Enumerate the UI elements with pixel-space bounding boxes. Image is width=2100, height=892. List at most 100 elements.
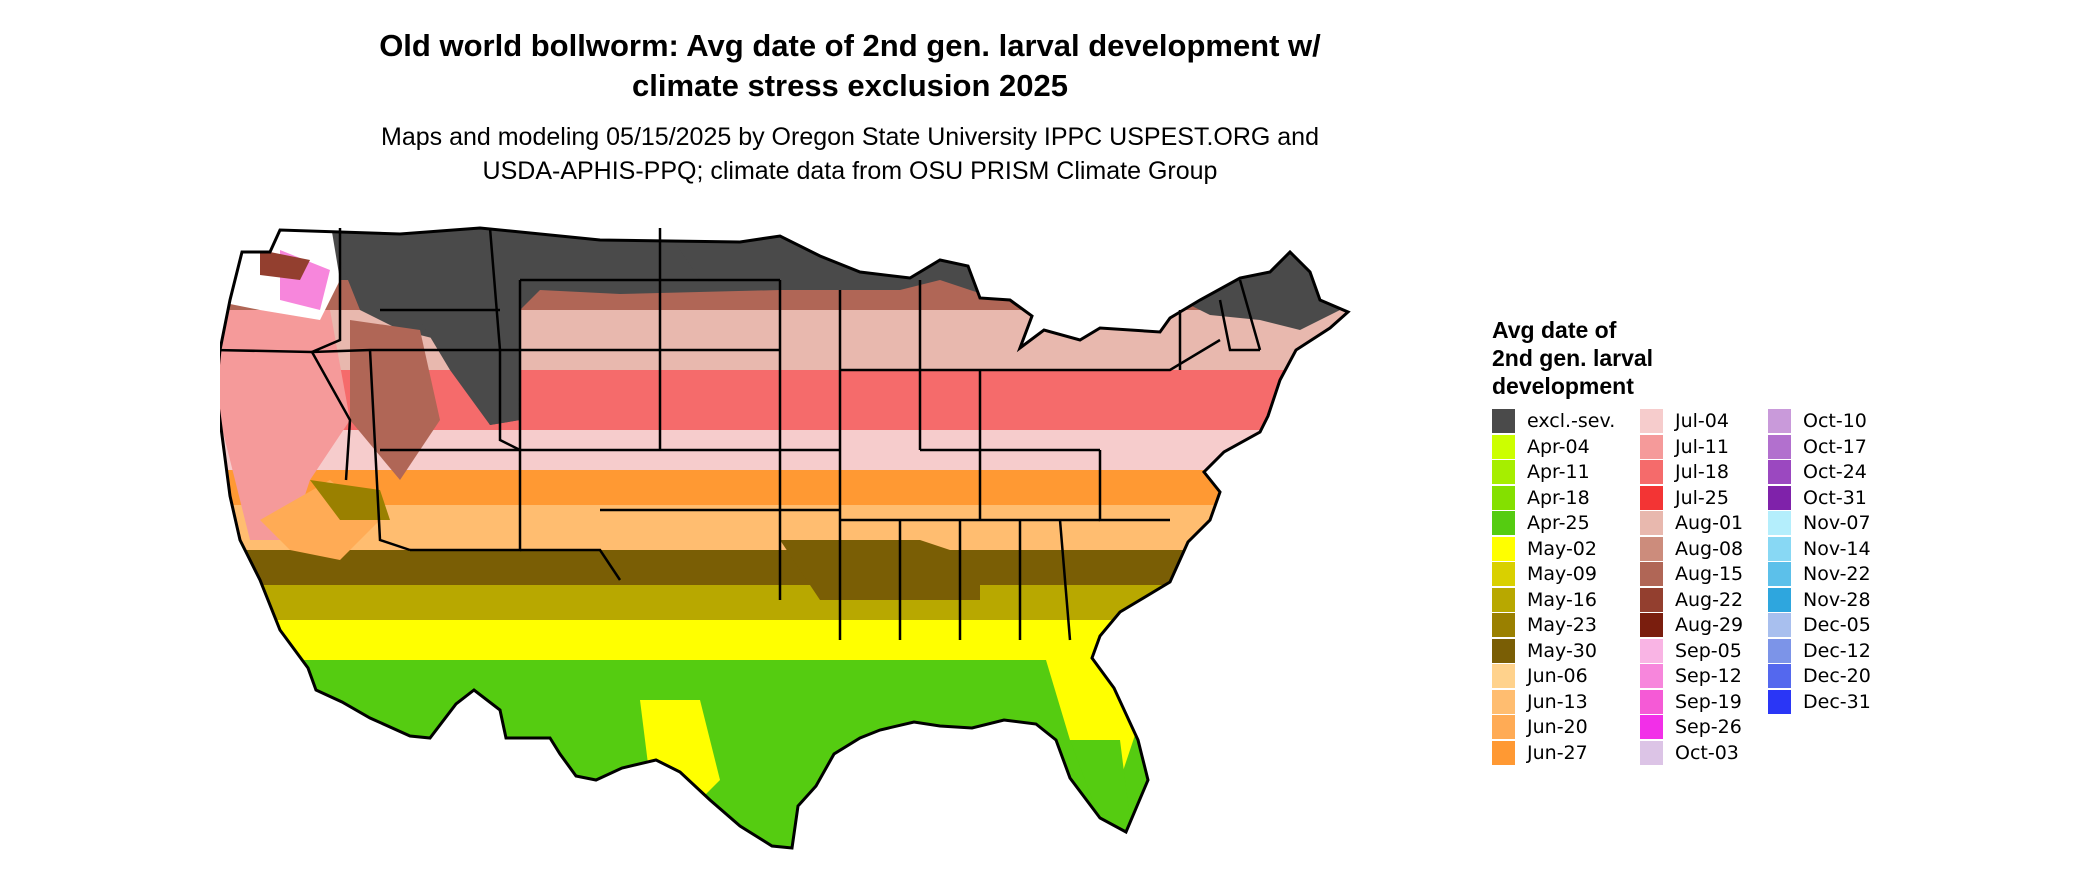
legend-item: Oct-03: [1640, 740, 1785, 765]
legend-item: Sep-12: [1640, 663, 1785, 688]
legend-item: Aug-29: [1640, 612, 1785, 637]
legend-item: Dec-12: [1768, 638, 1913, 663]
legend-item: Dec-05: [1768, 612, 1913, 637]
legend-item: Nov-14: [1768, 536, 1913, 561]
legend-swatch: [1492, 689, 1515, 714]
legend-swatch: [1640, 409, 1663, 433]
legend-swatch: [1640, 536, 1663, 561]
us-map: [220, 226, 1350, 850]
legend-swatch: [1768, 562, 1791, 586]
legend-swatch: [1768, 664, 1791, 688]
legend-label: May-02: [1527, 537, 1597, 560]
legend-item: Jun-27: [1492, 740, 1637, 765]
legend-label: Dec-12: [1803, 639, 1871, 662]
legend-swatch: [1640, 664, 1663, 688]
legend-label: Sep-19: [1675, 690, 1742, 713]
legend-label: Jun-27: [1527, 741, 1588, 764]
legend-swatch: [1640, 740, 1663, 765]
legend-swatch: [1640, 562, 1663, 586]
legend-label: Oct-24: [1803, 461, 1867, 483]
legend-label: Sep-12: [1675, 665, 1742, 687]
legend-label: May-30: [1527, 639, 1597, 662]
legend-label: Jul-18: [1675, 461, 1729, 483]
florida-green: [1070, 740, 1130, 820]
legend-label: Jun-13: [1527, 690, 1588, 713]
legend-label: Dec-31: [1803, 690, 1871, 713]
legend-item: Sep-05: [1640, 638, 1785, 663]
legend-item: Sep-19: [1640, 689, 1785, 714]
legend-swatch: [1768, 485, 1791, 510]
legend-item: Aug-08: [1640, 536, 1785, 561]
legend-swatch: [1768, 511, 1791, 535]
legend-swatch: [1640, 485, 1663, 510]
legend-label: Apr-25: [1527, 512, 1590, 534]
legend-swatch: [1640, 460, 1663, 484]
legend-item: excl.-sev.: [1492, 408, 1637, 433]
legend-label: Sep-26: [1675, 716, 1742, 738]
legend-item: Dec-31: [1768, 689, 1913, 714]
legend-item: Apr-18: [1492, 485, 1637, 510]
map-title-line-2: climate stress exclusion 2025: [632, 68, 1068, 103]
legend-swatch: [1492, 562, 1515, 586]
legend-item: Oct-24: [1768, 459, 1913, 484]
legend-item: May-23: [1492, 612, 1637, 637]
legend-item: Jun-13: [1492, 689, 1637, 714]
legend-label: Oct-17: [1803, 435, 1867, 458]
legend-item: Aug-22: [1640, 587, 1785, 612]
legend-swatch: [1492, 409, 1515, 433]
legend-item: Nov-07: [1768, 510, 1913, 535]
map-title-line-1: Old world bollworm: Avg date of 2nd gen.…: [379, 28, 1321, 63]
legend-label: Apr-04: [1527, 435, 1590, 458]
legend-label: Jun-06: [1527, 665, 1588, 687]
legend-item: Jun-20: [1492, 714, 1637, 739]
legend-item: May-16: [1492, 587, 1637, 612]
legend-label: Oct-31: [1803, 486, 1867, 509]
legend-swatch: [1768, 434, 1791, 459]
state-boundaries: [220, 227, 1262, 641]
legend-item: Jul-11: [1640, 434, 1785, 459]
legend-swatch: [1492, 740, 1515, 765]
legend-item: May-09: [1492, 561, 1637, 586]
legend-swatch: [1768, 638, 1791, 663]
legend-item: Jul-18: [1640, 459, 1785, 484]
legend-title-line-2: 2nd gen. larval: [1492, 345, 1654, 371]
legend-swatch: [1640, 613, 1663, 637]
legend-label: Sep-05: [1675, 639, 1742, 662]
mountain-brown-zone: [350, 320, 440, 480]
legend-label: Aug-29: [1675, 614, 1744, 636]
legend-label: Dec-05: [1803, 614, 1871, 636]
legend-item: Jul-04: [1640, 408, 1785, 433]
legend-item: Dec-20: [1768, 663, 1913, 688]
legend-label: Oct-10: [1803, 410, 1867, 432]
legend-label: May-16: [1527, 588, 1597, 611]
legend-label: Nov-07: [1803, 512, 1871, 534]
legend-item: Nov-22: [1768, 561, 1913, 586]
legend-swatch: [1492, 638, 1515, 663]
legend-item: Oct-31: [1768, 485, 1913, 510]
legend-item: Jul-25: [1640, 485, 1785, 510]
legend-swatch: [1640, 638, 1663, 663]
legend-label: Aug-08: [1675, 537, 1744, 560]
band-apr: [220, 660, 1348, 848]
southeast-olive: [780, 540, 980, 600]
legend-swatch: [1492, 587, 1515, 612]
legend-label: May-09: [1527, 563, 1597, 585]
legend-item: Sep-26: [1640, 714, 1785, 739]
legend-label: Jul-25: [1675, 486, 1729, 509]
map-subtitle-line-2: USDA-APHIS-PPQ; climate data from OSU PR…: [482, 157, 1218, 185]
legend-item: Apr-25: [1492, 510, 1637, 535]
legend-swatch: [1640, 587, 1663, 612]
legend: Avg date of 2nd gen. larval development …: [1492, 316, 1972, 796]
legend-label: Aug-22: [1675, 588, 1744, 611]
arizona-olive-zone: [310, 480, 390, 520]
legend-swatch: [1768, 409, 1791, 433]
legend-swatch: [1640, 689, 1663, 714]
legend-title-line-1: Avg date of: [1492, 317, 1617, 343]
legend-label: Jul-04: [1675, 410, 1729, 432]
legend-item: Oct-10: [1768, 408, 1913, 433]
legend-label: Nov-28: [1803, 588, 1871, 611]
legend-label: May-23: [1527, 614, 1597, 636]
legend-swatch: [1492, 715, 1515, 739]
legend-swatch: [1768, 613, 1791, 637]
legend-item: Apr-11: [1492, 459, 1637, 484]
